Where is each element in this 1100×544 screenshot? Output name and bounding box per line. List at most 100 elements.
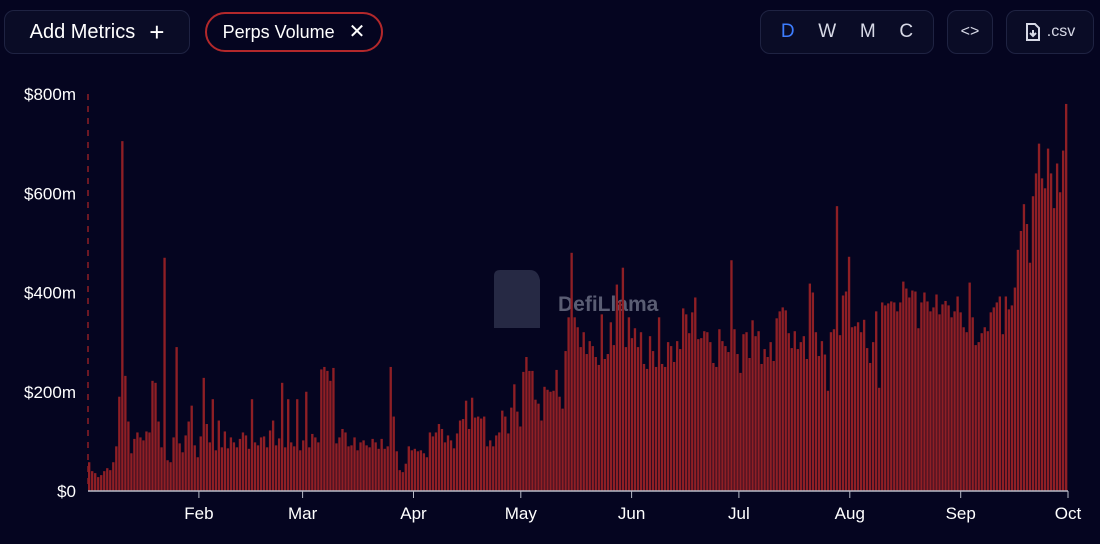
volume-bar[interactable] — [1061, 150, 1065, 491]
volume-bar[interactable] — [528, 370, 531, 491]
volume-bar[interactable] — [437, 424, 441, 491]
volume-bar[interactable] — [362, 440, 365, 491]
volume-bar[interactable] — [262, 436, 266, 491]
volume-bar[interactable] — [884, 305, 887, 491]
volume-bar[interactable] — [274, 445, 278, 491]
volume-bar[interactable] — [594, 357, 597, 491]
volume-bar[interactable] — [383, 448, 386, 491]
volume-bar[interactable] — [745, 332, 748, 491]
volume-bar[interactable] — [1040, 178, 1044, 492]
volume-bar[interactable] — [660, 363, 664, 491]
volume-bar[interactable] — [371, 438, 374, 491]
volume-bar[interactable] — [893, 302, 896, 491]
volume-bar[interactable] — [302, 440, 305, 491]
volume-bar[interactable] — [335, 443, 338, 491]
volume-bar[interactable] — [926, 301, 929, 491]
volume-bar[interactable] — [947, 305, 950, 491]
volume-bar[interactable] — [413, 448, 417, 491]
volume-bar[interactable] — [525, 357, 528, 491]
volume-bar[interactable] — [461, 419, 465, 491]
volume-bar[interactable] — [1004, 296, 1008, 491]
volume-bar[interactable] — [97, 477, 100, 491]
volume-bar[interactable] — [374, 442, 377, 491]
volume-bar[interactable] — [899, 302, 902, 491]
volume-bar[interactable] — [359, 442, 362, 491]
volume-bar[interactable] — [446, 435, 450, 491]
volume-bar[interactable] — [799, 342, 802, 492]
volume-bar[interactable] — [938, 314, 941, 491]
volume-bar[interactable] — [118, 396, 121, 491]
volume-bar[interactable] — [736, 354, 739, 491]
volume-bar[interactable] — [389, 366, 392, 491]
volume-bar[interactable] — [986, 331, 989, 491]
volume-bar[interactable] — [790, 348, 793, 491]
volume-bar[interactable] — [706, 332, 709, 491]
volume-bar[interactable] — [265, 447, 269, 491]
volume-bar[interactable] — [280, 382, 284, 491]
volume-bar[interactable] — [151, 380, 154, 491]
volume-bar[interactable] — [844, 291, 848, 491]
volume-bar[interactable] — [802, 336, 805, 491]
volume-bar[interactable] — [953, 311, 956, 491]
volume-bar[interactable] — [235, 447, 239, 491]
volume-bar[interactable] — [832, 329, 836, 491]
volume-bar[interactable] — [223, 431, 227, 491]
volume-bar[interactable] — [618, 301, 622, 491]
volume-bar[interactable] — [112, 462, 115, 491]
volume-bar[interactable] — [293, 446, 296, 491]
volume-bar[interactable] — [332, 367, 335, 491]
volume-bar[interactable] — [905, 288, 908, 491]
volume-bar[interactable] — [181, 452, 184, 491]
embed-button[interactable]: <> — [947, 10, 993, 54]
volume-bar[interactable] — [455, 433, 459, 491]
volume-bar[interactable] — [633, 328, 637, 491]
volume-bar[interactable] — [452, 448, 456, 491]
volume-bar[interactable] — [636, 347, 640, 491]
volume-bar[interactable] — [434, 432, 438, 491]
volume-bar[interactable] — [859, 332, 863, 491]
volume-bar[interactable] — [489, 440, 492, 491]
volume-bar[interactable] — [793, 331, 796, 491]
volume-bar[interactable] — [534, 399, 537, 491]
volume-bar[interactable] — [582, 332, 585, 491]
volume-bar[interactable] — [642, 363, 646, 491]
volume-bar[interactable] — [929, 311, 932, 491]
volume-bar[interactable] — [341, 428, 344, 491]
volume-bar[interactable] — [862, 319, 866, 491]
volume-bar[interactable] — [377, 448, 380, 491]
volume-bar[interactable] — [651, 351, 655, 491]
volume-bar[interactable] — [217, 420, 221, 491]
volume-bar[interactable] — [950, 317, 953, 491]
volume-bar[interactable] — [881, 302, 884, 491]
volume-bar[interactable] — [157, 421, 160, 491]
volume-bar[interactable] — [172, 437, 175, 491]
volume-bar[interactable] — [247, 448, 251, 491]
volume-bar[interactable] — [663, 366, 667, 491]
volume-bar[interactable] — [847, 256, 851, 491]
volume-bar[interactable] — [160, 447, 163, 491]
volume-bar[interactable] — [600, 314, 603, 491]
volume-bar[interactable] — [404, 463, 407, 491]
volume-bar[interactable] — [561, 408, 564, 491]
volume-bar[interactable] — [480, 418, 483, 491]
volume-bar[interactable] — [742, 334, 745, 491]
volume-bar[interactable] — [127, 421, 130, 491]
volume-bar[interactable] — [615, 284, 619, 491]
volume-bar[interactable] — [241, 432, 245, 491]
volume-bar[interactable] — [507, 433, 510, 491]
volume-bar[interactable] — [567, 317, 570, 491]
volume-bar[interactable] — [419, 450, 423, 491]
volume-bar[interactable] — [676, 341, 679, 491]
volume-bar[interactable] — [700, 338, 703, 491]
volume-bar[interactable] — [428, 432, 432, 491]
volume-bar[interactable] — [440, 428, 444, 491]
volume-bar[interactable] — [214, 450, 217, 491]
volume-bar[interactable] — [109, 470, 112, 491]
volume-bar[interactable] — [977, 342, 980, 492]
volume-bar[interactable] — [654, 366, 658, 491]
volume-bar[interactable] — [1064, 103, 1068, 492]
volume-bar[interactable] — [308, 447, 311, 491]
volume-bar[interactable] — [983, 327, 986, 491]
volume-bar[interactable] — [380, 438, 383, 491]
volume-bar[interactable] — [268, 430, 272, 491]
